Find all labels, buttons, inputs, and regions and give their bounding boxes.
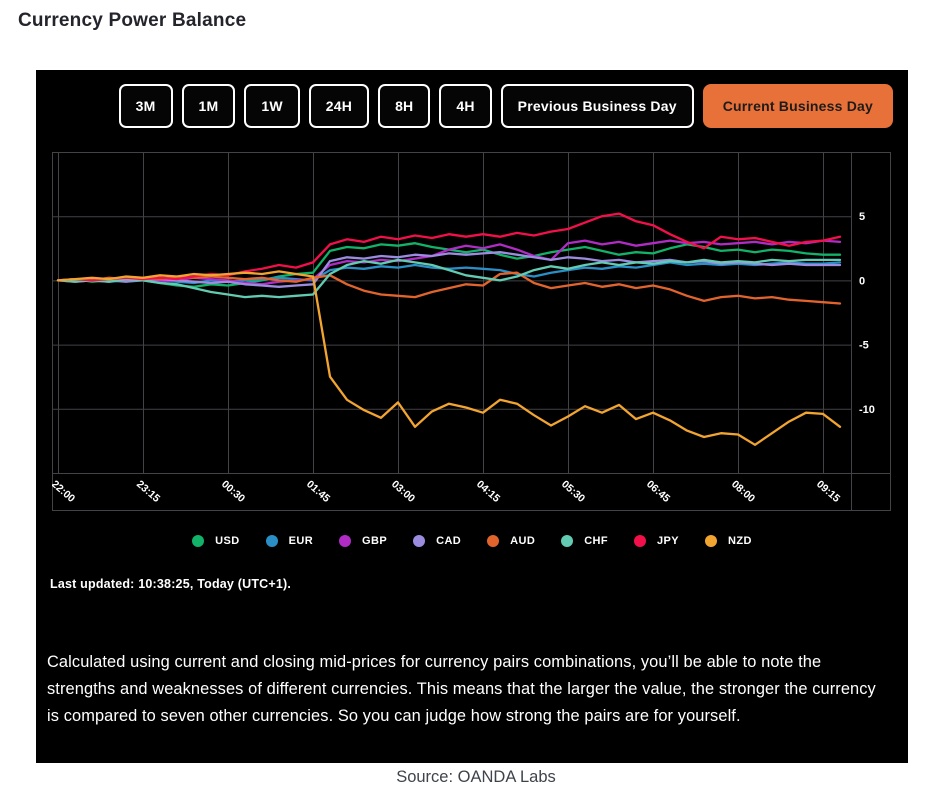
legend-label-gbp: GBP: [362, 535, 388, 547]
series-line-eur: [56, 261, 842, 285]
legend-dot-jpy: [634, 535, 646, 547]
chart-area[interactable]: 5 0 -5 -10 22:00 23:15 00:30 01:45 03:00 04:15 05:…: [52, 152, 891, 511]
last-updated-text: Last updated: 10:38:25, Today (UTC+1).: [50, 577, 292, 591]
legend-label-jpy: JPY: [657, 535, 679, 547]
legend-item-gbp[interactable]: GBP: [339, 535, 387, 547]
legend-label-eur: EUR: [288, 535, 314, 547]
legend-label-cad: CAD: [436, 535, 462, 547]
timeframe-button-24h[interactable]: 24H: [308, 84, 370, 128]
timeframe-button-8h[interactable]: 8H: [378, 84, 431, 128]
legend-dot-cad: [413, 535, 426, 547]
timeframe-button-current-business-day[interactable]: Current Business Day: [702, 84, 893, 128]
y-axis-label: -10: [859, 404, 875, 416]
legend-label-chf: CHF: [584, 535, 608, 547]
x-axis-label: 06:45: [644, 478, 672, 505]
timeframe-button-previous-business-day[interactable]: Previous Business Day: [500, 84, 694, 128]
legend-item-chf[interactable]: CHF: [561, 535, 608, 547]
y-axis-label: 0: [859, 275, 865, 287]
series-line-cad: [56, 251, 842, 288]
legend-dot-nzd: [705, 535, 717, 547]
timeframe-button-3m[interactable]: 3M: [118, 84, 173, 128]
chart-legend: USD EUR GBP CAD AUD CHF JPY NZD: [36, 533, 908, 549]
source-caption: Source: OANDA Labs: [396, 768, 556, 786]
legend-dot-eur: [265, 535, 278, 547]
x-axis-label: 09:15: [814, 478, 842, 505]
series-line-nzd: [56, 270, 842, 446]
legend-item-usd[interactable]: USD: [192, 535, 239, 547]
legend-label-aud: AUD: [510, 535, 536, 547]
timeframe-button-1w[interactable]: 1W: [244, 84, 300, 128]
timeframe-button-1m[interactable]: 1M: [181, 84, 236, 128]
legend-item-jpy[interactable]: JPY: [634, 535, 679, 547]
x-axis-label: 05:30: [559, 478, 587, 505]
y-axis-label: 5: [859, 211, 865, 223]
currency-power-chart: 5 0 -5 -10 22:00 23:15 00:30 01:45 03:00 04:15 05:…: [52, 152, 891, 511]
legend-item-aud[interactable]: AUD: [487, 535, 535, 547]
currency-power-panel: 3M 1M 1W 24H 8H 4H Previous Business Day Curren…: [36, 70, 908, 763]
description-text: Calculated using current and closing mid…: [47, 653, 876, 725]
y-axis-label: -5: [859, 340, 869, 352]
x-axis-label: 01:45: [304, 478, 332, 505]
page-title: Currency Power Balance: [18, 10, 247, 31]
legend-dot-usd: [192, 535, 205, 547]
timeframe-buttons: 3M 1M 1W 24H 8H 4H Previous Business Day Curren…: [36, 70, 908, 128]
x-axis-label: 04:15: [474, 478, 502, 505]
x-axis-label: 03:00: [389, 478, 417, 505]
x-axis-label: 23:15: [134, 478, 162, 505]
x-axis-label: 08:00: [729, 478, 757, 505]
legend-label-usd: USD: [215, 535, 240, 547]
x-axis-label: 22:00: [52, 478, 77, 505]
legend-item-eur[interactable]: EUR: [265, 535, 314, 547]
legend-item-cad[interactable]: CAD: [413, 535, 461, 547]
series-line-gbp: [56, 239, 842, 286]
x-axis-label: 00:30: [219, 478, 247, 505]
series-line-chf: [56, 258, 842, 299]
legend-label-nzd: NZD: [728, 535, 752, 547]
chart-grid: [52, 152, 891, 511]
legend-dot-aud: [487, 535, 500, 547]
series-line-jpy: [56, 212, 842, 282]
legend-item-nzd[interactable]: NZD: [705, 535, 752, 547]
legend-dot-chf: [561, 535, 574, 547]
legend-dot-gbp: [339, 535, 352, 547]
timeframe-button-4h[interactable]: 4H: [439, 84, 492, 128]
